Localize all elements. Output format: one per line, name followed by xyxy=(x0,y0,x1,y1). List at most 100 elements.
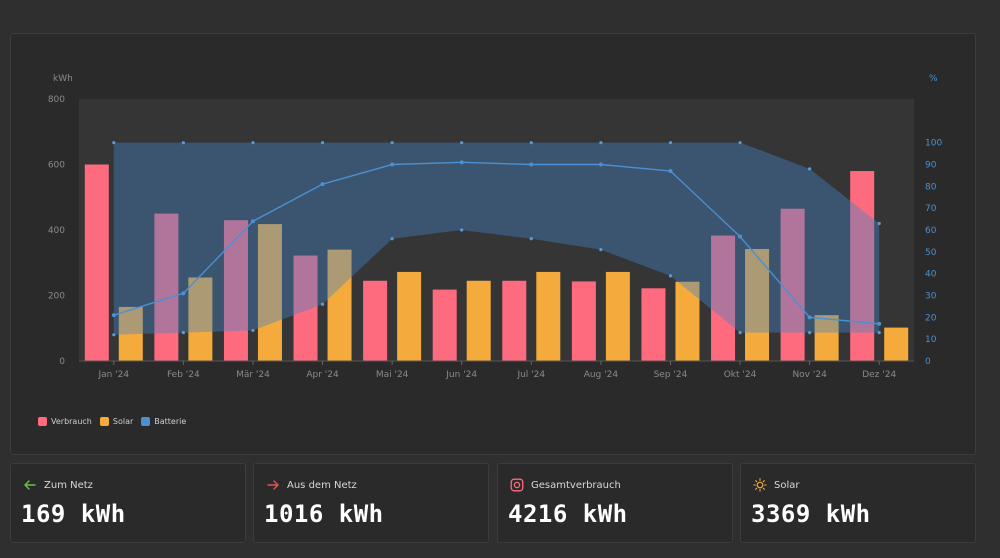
battery-point xyxy=(807,315,812,320)
y-right-tick-label: 30 xyxy=(925,292,937,302)
chart-legend: Verbrauch Solar Batterie xyxy=(38,417,186,426)
battery-band xyxy=(113,142,880,335)
bar-solar xyxy=(466,280,491,361)
y-left-axis-title: kWh xyxy=(53,74,73,84)
x-tick-label: Sep '24 xyxy=(654,370,688,380)
stat-number: 169 xyxy=(21,500,66,528)
stat-card-gesamtverbrauch[interactable]: Gesamtverbrauch 4216 kWh xyxy=(497,463,733,543)
bar-solar xyxy=(884,327,909,361)
battery-point xyxy=(111,313,116,318)
battery-max-point xyxy=(668,141,673,145)
y-right-tick-label: 80 xyxy=(925,182,937,192)
battery-min-point xyxy=(320,302,325,306)
y-right-tick-label: 100 xyxy=(925,139,942,149)
x-tick-label: Jan '24 xyxy=(97,370,129,380)
battery-min-point xyxy=(460,228,464,232)
stat-value: 169 kWh xyxy=(21,500,126,528)
battery-max-point xyxy=(320,141,325,145)
battery-point xyxy=(390,162,395,167)
legend-label-verbrauch: Verbrauch xyxy=(51,417,92,426)
stat-number: 3369 xyxy=(751,500,811,528)
bar-verbrauch xyxy=(850,171,875,361)
battery-min-point xyxy=(112,333,116,337)
x-tick-label: Jul '24 xyxy=(516,370,545,380)
sun-icon xyxy=(753,478,767,492)
battery-max-point xyxy=(390,141,394,145)
stats-row: Zum Netz 169 kWh Aus dem Netz 1016 kWh G… xyxy=(10,463,976,543)
battery-min-point xyxy=(529,237,533,241)
bar-verbrauch xyxy=(84,164,109,361)
y-right-tick-label: 70 xyxy=(925,204,937,214)
legend-label-solar: Solar xyxy=(112,417,134,426)
plot-area xyxy=(79,99,914,361)
battery-point xyxy=(181,291,186,296)
x-tick-label: Mär '24 xyxy=(236,370,270,380)
battery-max-point xyxy=(251,141,255,145)
stat-value: 1016 kWh xyxy=(264,500,384,528)
arrow-left-icon xyxy=(23,478,37,492)
stat-label: Solar xyxy=(774,479,800,491)
y-left-tick-label: 200 xyxy=(48,292,65,302)
y-right-tick-label: 40 xyxy=(925,270,937,280)
legend-item-batterie[interactable]: Batterie xyxy=(141,417,186,426)
battery-min-point xyxy=(808,331,812,335)
bar-solar xyxy=(814,315,839,361)
stat-card-zum-netz[interactable]: Zum Netz 169 kWh xyxy=(10,463,246,543)
bar-solar xyxy=(327,249,352,361)
legend-item-solar[interactable]: Solar xyxy=(99,417,134,426)
battery-point xyxy=(877,321,882,326)
bar-solar xyxy=(745,248,770,361)
bar-solar xyxy=(605,271,630,361)
stat-unit: kWh xyxy=(80,500,126,528)
stat-label: Zum Netz xyxy=(44,479,93,491)
stat-label: Aus dem Netz xyxy=(287,479,357,491)
battery-point xyxy=(598,162,603,167)
battery-max-point xyxy=(112,141,116,145)
y-right-tick-label: 20 xyxy=(925,313,937,323)
y-left-tick-label: 400 xyxy=(48,226,65,236)
battery-max-point xyxy=(181,141,185,145)
energy-chart: kWh % 0 200 400 600 800 0 10 20 30 40 50 60 70 80 90 100 J… xyxy=(48,74,943,380)
stat-card-aus-dem-netz[interactable]: Aus dem Netz 1016 kWh xyxy=(253,463,489,543)
battery-min-point xyxy=(599,248,603,252)
consumption-icon xyxy=(510,478,524,492)
legend-swatch-verbrauch xyxy=(38,417,47,426)
stat-card-solar[interactable]: Solar 3369 kWh xyxy=(740,463,976,543)
bar-solar xyxy=(675,281,700,361)
stat-number: 1016 xyxy=(264,500,324,528)
legend-item-verbrauch[interactable]: Verbrauch xyxy=(38,417,92,426)
stat-label: Gesamtverbrauch xyxy=(531,479,621,491)
x-tick-label: Mai '24 xyxy=(376,370,409,380)
bar-solar xyxy=(257,224,282,361)
bar-verbrauch xyxy=(432,289,457,361)
battery-max-point xyxy=(529,141,533,145)
stat-unit: kWh xyxy=(582,500,628,528)
legend-label-batterie: Batterie xyxy=(154,417,187,426)
battery-max-point xyxy=(877,221,881,226)
bar-verbrauch xyxy=(641,288,666,361)
legend-swatch-solar xyxy=(99,417,109,426)
y-right-tick-label: 50 xyxy=(925,248,937,258)
y-right-tick-label: 10 xyxy=(925,335,937,345)
stat-header: Aus dem Netz xyxy=(266,478,357,492)
x-tick-label: Aug '24 xyxy=(584,370,619,380)
battery-point xyxy=(250,219,255,224)
battery-min-point xyxy=(181,331,185,335)
bar-solar xyxy=(397,271,422,361)
y-right-tick-label: 60 xyxy=(925,226,937,236)
x-tick-label: Nov '24 xyxy=(792,370,827,380)
bar-verbrauch xyxy=(223,220,248,361)
bar-verbrauch xyxy=(571,281,596,361)
stat-header: Zum Netz xyxy=(23,478,93,492)
stat-header: Solar xyxy=(753,478,799,492)
battery-point xyxy=(529,162,534,167)
battery-max-point xyxy=(738,141,742,145)
battery-line xyxy=(113,161,880,325)
y-right-axis-title: % xyxy=(929,74,938,84)
battery-point xyxy=(738,234,743,239)
bar-verbrauch xyxy=(363,280,388,361)
battery-min-point xyxy=(877,331,881,335)
bar-verbrauch xyxy=(293,255,318,361)
stat-unit: kWh xyxy=(338,500,384,528)
stat-header: Gesamtverbrauch xyxy=(510,478,621,492)
